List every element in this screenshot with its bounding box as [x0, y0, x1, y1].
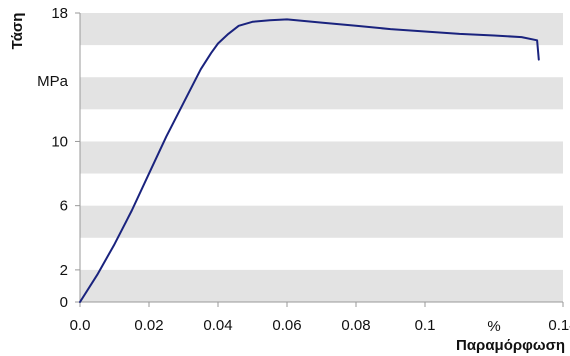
x-tick-label: 0.08 — [341, 317, 370, 334]
series-group — [79, 18, 540, 303]
grid-band — [80, 77, 563, 110]
x-tick-label: 0.0 — [70, 317, 91, 334]
grid-band — [80, 13, 563, 46]
y-tick-label: 2 — [60, 262, 68, 279]
grid-bands — [80, 13, 563, 302]
grid-band — [80, 141, 563, 174]
x-tick-label: 0.1 — [415, 317, 436, 334]
grid-band — [80, 205, 563, 238]
grid-band — [80, 269, 563, 302]
y-tick-label: 18 — [51, 5, 68, 22]
y-tick-label: 10 — [51, 133, 68, 150]
x-tick-label: 0.06 — [272, 317, 301, 334]
x-tick-label: 0.14 — [548, 317, 570, 334]
x-tick-label: 0.04 — [203, 317, 232, 334]
x-tick-label: 0.02 — [134, 317, 163, 334]
x-axis-title: Παραμόρφωση — [456, 337, 565, 354]
y-unit-label: MPa — [37, 73, 69, 90]
y-tick-label: 0 — [60, 294, 68, 311]
y-tick-label: 6 — [60, 198, 68, 215]
y-axis-title: Τάση — [9, 13, 26, 50]
axes — [75, 12, 564, 307]
x-unit-label: % — [487, 318, 500, 335]
series-line — [79, 18, 540, 303]
tick-labels: 0 2 6 10 18 0.0 0.02 0.04 0.06 0.08 0.1 0.14 — [51, 5, 570, 334]
